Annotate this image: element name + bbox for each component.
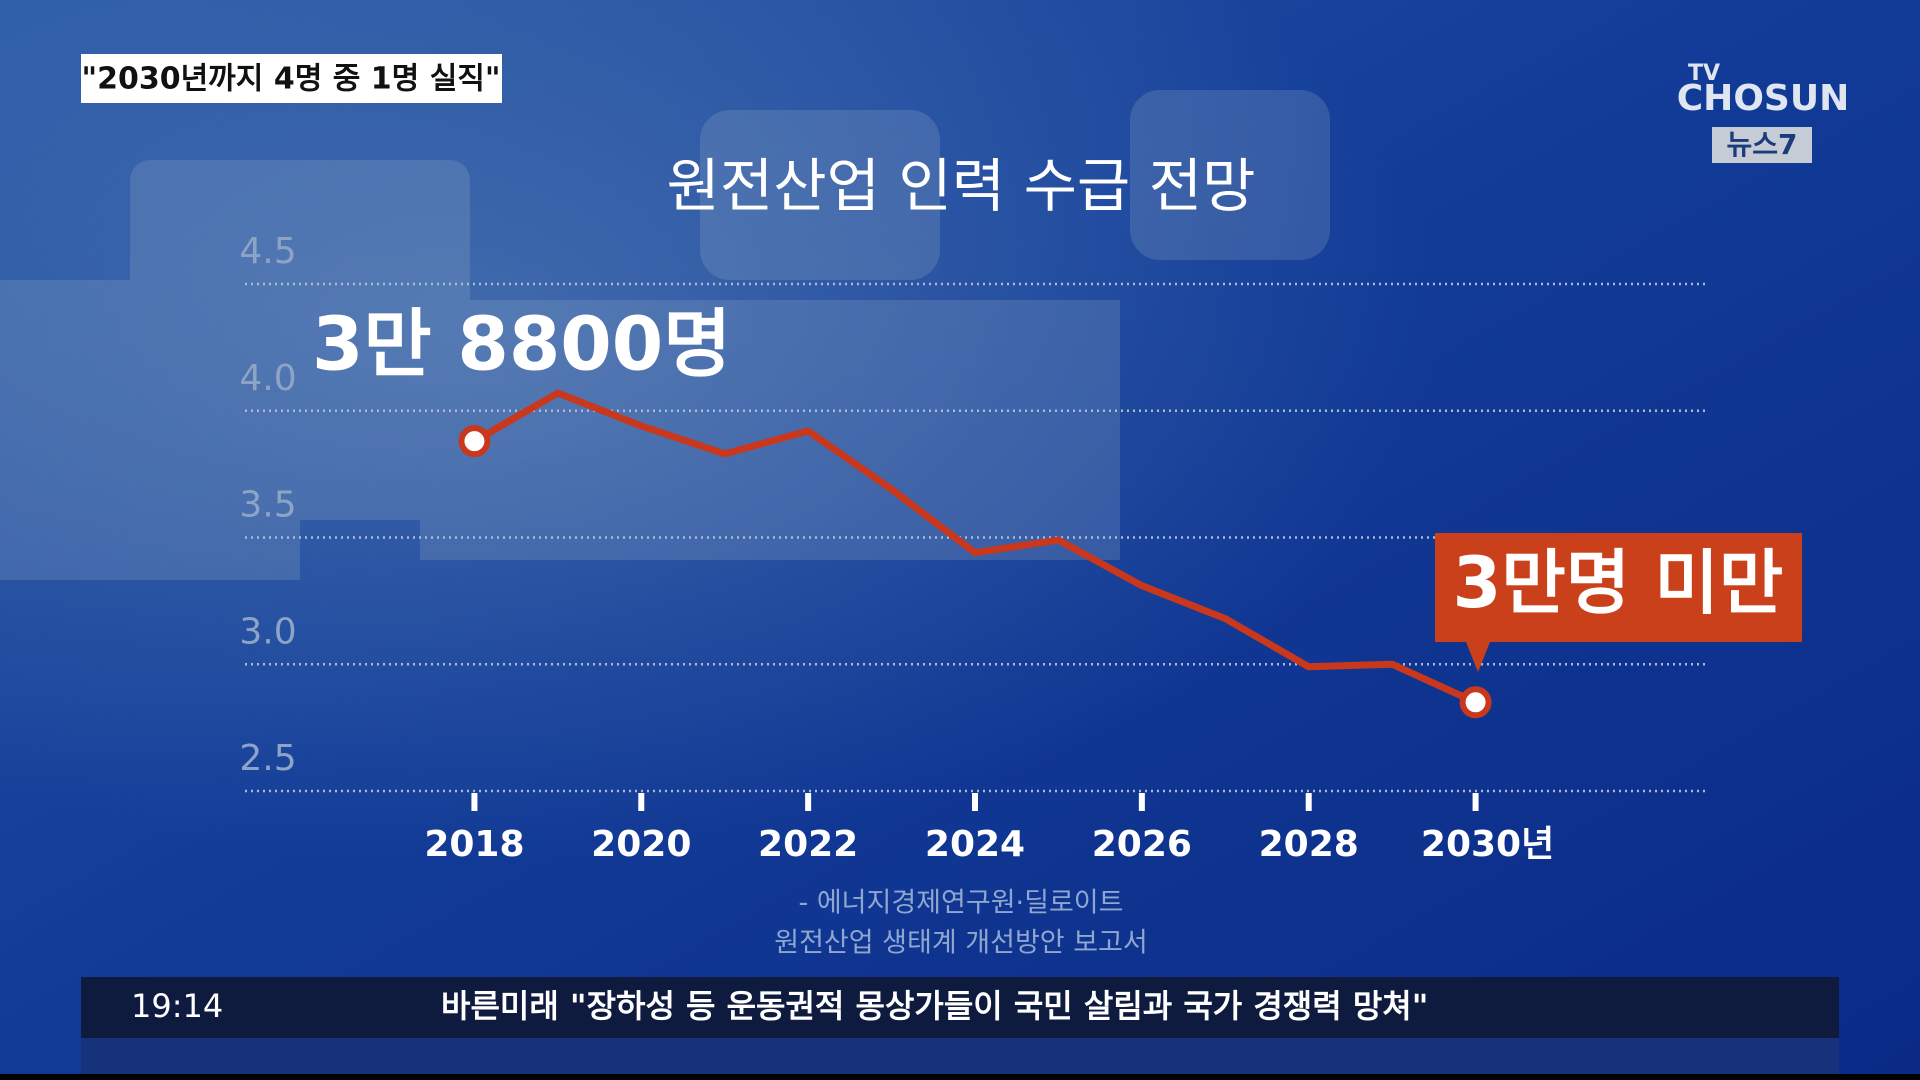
x-tick-label: 2028: [1259, 824, 1359, 865]
source-line: 원전산업 생태계 개선방안 보고서: [774, 928, 1148, 959]
y-tick-label: 3.0: [239, 611, 296, 652]
end-annotation-box: [1435, 533, 1802, 642]
end-point: [458, 425, 491, 458]
x-tick-label: 2024: [925, 824, 1025, 865]
x-tick-label: 2020: [591, 824, 691, 865]
ticker-time: 19:14: [131, 987, 223, 1025]
logo-badge: 뉴스7: [1726, 128, 1797, 161]
end-point: [1459, 686, 1492, 719]
ticker-text: 바른미래 "장하성 등 운동권적 몽상가들이 국민 살림과 국가 경쟁력 망쳐": [441, 987, 1428, 1025]
x-tick-label: 2030년: [1421, 824, 1554, 865]
y-tick-label: 4.5: [239, 231, 296, 272]
source-line: - 에너지경제연구원·딜로이트: [799, 888, 1124, 919]
x-tick-label: 2022: [758, 824, 858, 865]
end-annotation-pointer: [1466, 642, 1490, 672]
plant-silhouette: [0, 90, 1330, 580]
logo-main: CHOSUN: [1677, 78, 1849, 119]
ticker-bar: [81, 977, 1839, 1038]
logo-top: TV: [1688, 61, 1720, 86]
data-line: [472, 389, 1478, 706]
end-annotation: 3만명 미만: [1453, 542, 1784, 624]
logo-badge-box: [1712, 127, 1812, 163]
ticker-lower-strip: [81, 1038, 1839, 1074]
y-tick-label: 2.5: [239, 738, 296, 779]
chart-title: 원전산업 인력 수급 전망: [667, 152, 1256, 220]
bottom-edge: [0, 1074, 1920, 1080]
start-annotation: 3만 8800명: [312, 302, 731, 388]
headline-box: [81, 54, 502, 103]
x-tick-label: 2018: [424, 824, 524, 865]
y-tick-label: 3.5: [239, 485, 296, 526]
y-tick-label: 4.0: [239, 358, 296, 399]
plot: 2.5 3.0 3.5 4.0 4.5 2018 2020 2022 2024 2026 2028 2…: [239, 231, 1705, 865]
headline: "2030년까지 4명 중 1명 실직": [81, 62, 500, 97]
x-tick-label: 2026: [1092, 824, 1192, 865]
